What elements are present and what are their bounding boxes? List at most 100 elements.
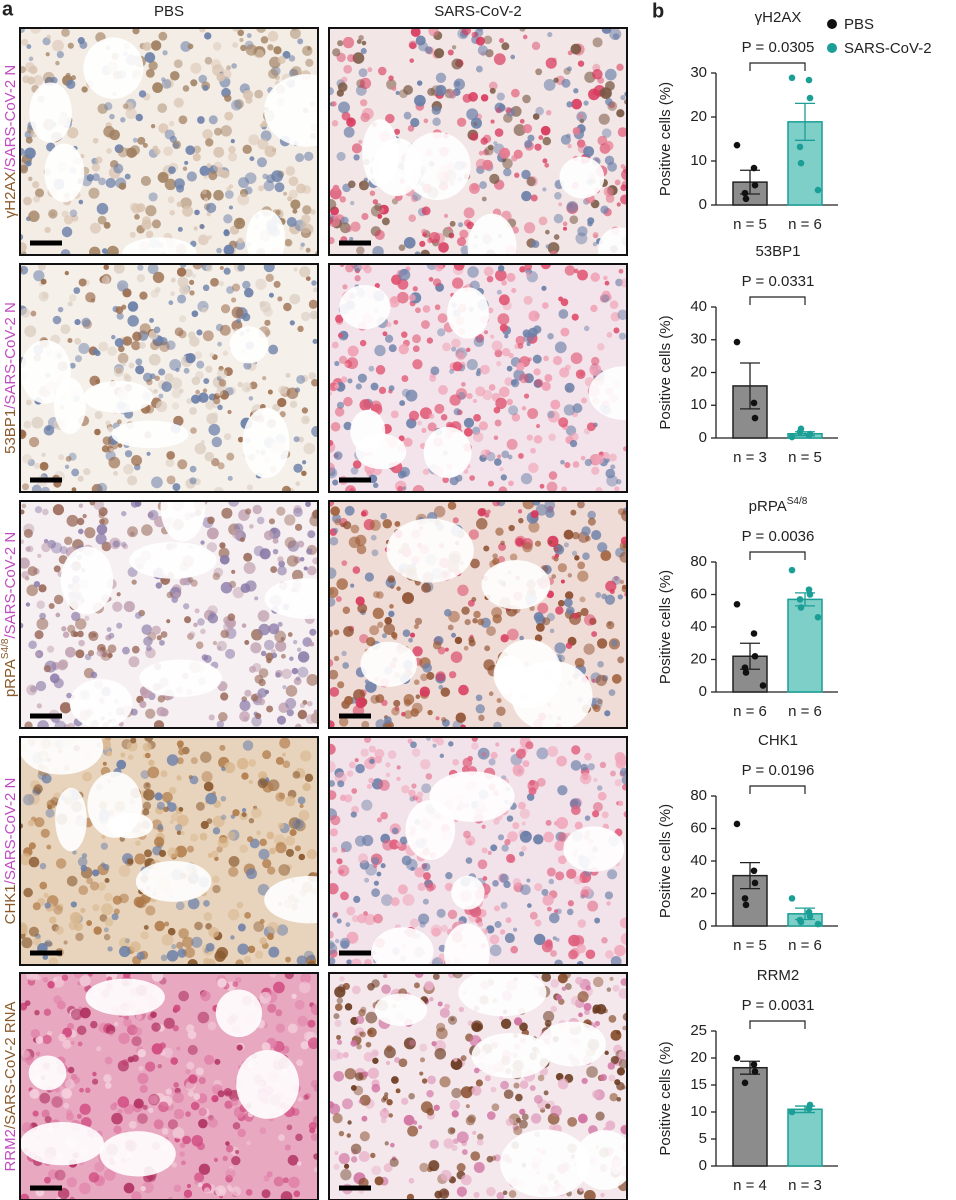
row-label-part: /SARS-CoV-2 RNA <box>2 1001 19 1129</box>
cell <box>338 869 344 875</box>
cell <box>379 1108 390 1119</box>
cell <box>370 400 382 413</box>
cell <box>428 413 435 419</box>
cell <box>426 1107 435 1116</box>
cell <box>360 99 368 107</box>
y-tick-label: 30 <box>690 331 707 348</box>
cell <box>204 451 215 462</box>
cell <box>513 369 525 381</box>
cell <box>184 947 196 958</box>
cell <box>375 719 386 728</box>
cell <box>246 33 252 39</box>
cell <box>391 1076 399 1084</box>
cell <box>145 752 151 759</box>
cell <box>577 1113 588 1124</box>
cell <box>257 688 268 698</box>
airspace <box>500 1129 590 1198</box>
cell <box>285 835 295 846</box>
cell <box>68 921 78 931</box>
cell <box>491 1103 500 1112</box>
micrograph-border <box>328 263 628 493</box>
cell <box>592 1008 599 1015</box>
cell <box>190 427 197 434</box>
cell <box>336 858 343 865</box>
cell <box>173 97 184 108</box>
cell <box>123 601 135 613</box>
airspace <box>403 132 471 201</box>
cell <box>187 897 200 910</box>
cell <box>435 1027 448 1040</box>
cell <box>166 802 177 812</box>
cell <box>313 1153 318 1160</box>
cell <box>179 1151 185 1157</box>
cell <box>425 773 433 780</box>
cell <box>341 111 351 121</box>
y-axis-label: Positive cells (%) <box>657 1041 674 1155</box>
cell <box>433 505 446 518</box>
cell <box>508 524 515 532</box>
cell <box>378 779 390 791</box>
cell <box>618 988 627 999</box>
cell <box>272 548 279 555</box>
cell <box>94 1161 105 1173</box>
cell <box>561 986 567 991</box>
cell <box>606 901 611 906</box>
cell <box>421 206 431 216</box>
cell <box>307 1037 318 1050</box>
cell <box>137 136 146 145</box>
cell <box>329 501 335 507</box>
cell <box>546 906 552 912</box>
cell <box>466 359 478 371</box>
cell <box>606 987 612 992</box>
cell <box>171 944 177 950</box>
cell <box>258 623 271 636</box>
cell <box>451 45 457 50</box>
cell <box>494 269 507 282</box>
cell <box>394 1056 401 1063</box>
cell <box>164 178 177 191</box>
cell <box>297 651 310 663</box>
cell <box>410 741 417 749</box>
cell <box>547 242 560 254</box>
cell <box>293 639 298 645</box>
cell <box>583 325 590 332</box>
cell <box>121 362 126 367</box>
cell <box>554 192 562 200</box>
cell <box>577 226 588 237</box>
data-point <box>796 143 804 151</box>
cell <box>354 275 361 282</box>
micrograph <box>19 500 319 729</box>
cell <box>501 280 507 286</box>
cell <box>153 326 161 334</box>
cell <box>55 612 61 618</box>
airspace <box>242 407 290 479</box>
cell <box>94 411 103 420</box>
cell <box>243 287 254 298</box>
row-label-part: /SARS-CoV-2 N <box>2 778 19 885</box>
cell <box>241 772 249 780</box>
cell <box>457 352 466 361</box>
cell <box>398 244 406 252</box>
cell <box>116 280 129 292</box>
cell <box>555 871 565 881</box>
cell <box>271 652 278 659</box>
cell <box>501 844 509 852</box>
cell <box>605 98 613 106</box>
cell <box>305 276 311 281</box>
cell <box>403 85 413 95</box>
cell <box>521 1113 529 1121</box>
cell <box>224 94 232 102</box>
cell <box>408 1177 415 1184</box>
cell <box>340 216 349 225</box>
cell <box>268 518 275 525</box>
cell <box>132 331 142 342</box>
cell <box>40 278 47 285</box>
cell <box>108 1030 114 1036</box>
cell <box>345 485 356 492</box>
tissue <box>329 28 627 255</box>
cell <box>194 921 203 931</box>
cell <box>263 180 275 192</box>
cell <box>403 1114 415 1126</box>
cell <box>393 699 401 707</box>
cell <box>198 234 209 246</box>
